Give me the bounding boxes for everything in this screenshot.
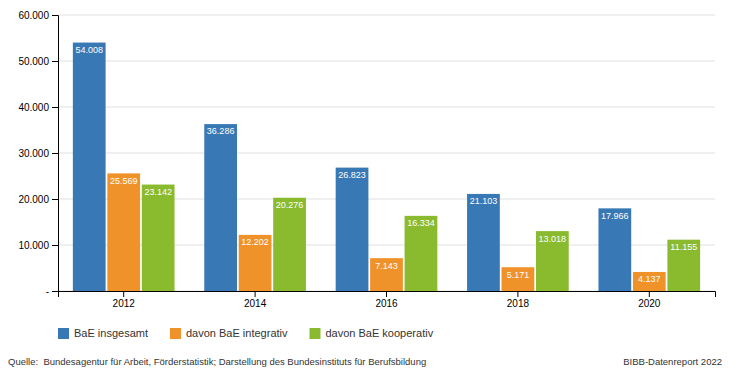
legend-label: davon BaE kooperativ: [326, 327, 434, 339]
data-label: 26.823: [338, 170, 366, 180]
annotation: Quelle: Bundesagentur für Arbeit, Förder…: [8, 356, 426, 367]
y-tick: 60.000: [18, 10, 58, 21]
legend-item: BaE insgesamt: [58, 327, 148, 339]
x-tick-label: 2018: [507, 298, 530, 309]
y-tick: 50.000: [18, 56, 58, 67]
bar: [633, 272, 666, 291]
y-tick-label: -: [46, 286, 49, 297]
data-label: 7.143: [375, 261, 398, 271]
y-tick-label: 30.000: [18, 148, 49, 159]
data-label: 25.569: [110, 176, 138, 186]
y-tick: 10.000: [18, 240, 58, 251]
legend-item: davon BaE kooperativ: [310, 327, 434, 339]
bar: [204, 124, 237, 291]
legend-swatch: [58, 328, 69, 339]
y-tick: -: [46, 286, 58, 297]
y-tick-mark: [52, 199, 58, 200]
y-tick-mark: [52, 153, 58, 154]
x-axis: 2012 2014 2016 2018 2020: [59, 291, 716, 309]
legend-item: davon BaE integrativ: [170, 327, 288, 339]
chart: - 10.000 20.000 30.000 40.000 50.000 60.000 201…: [0, 0, 730, 373]
bar-series: [107, 173, 665, 291]
bar: [598, 208, 631, 291]
data-label: 12.202: [241, 237, 269, 247]
bar-series: [142, 185, 700, 291]
y-tick-label: 10.000: [18, 240, 49, 251]
y-tick-mark: [52, 107, 58, 108]
x-tick-label: 2012: [113, 298, 136, 309]
bar: [667, 240, 700, 291]
data-label: 16.334: [407, 218, 435, 228]
grid-line: [58, 15, 715, 16]
grid-line: [58, 153, 715, 154]
y-tick-mark: [52, 15, 58, 16]
y-tick-mark: [52, 291, 58, 292]
y-tick-label: 20.000: [18, 194, 49, 205]
data-label: 5.171: [507, 270, 530, 280]
data-labels: 54.008 36.286 26.823 21.103 17.966 25.569 12.2…: [75, 45, 697, 284]
y-tick-mark: [52, 245, 58, 246]
y-tick: 20.000: [18, 194, 58, 205]
x-tick: 2020: [638, 291, 661, 309]
bar: [370, 258, 403, 291]
data-label: 20.276: [276, 200, 304, 210]
annotations: Quelle: Bundesagentur für Arbeit, Förder…: [8, 356, 722, 367]
bar: [405, 216, 438, 291]
legend-label: davon BaE integrativ: [186, 327, 288, 339]
data-label: 11.155: [670, 242, 697, 252]
x-tick-mark: [123, 291, 124, 297]
x-tick-mark: [649, 291, 650, 297]
bar: [536, 231, 569, 291]
data-label: 21.103: [470, 196, 498, 206]
y-axis-line: [52, 16, 59, 292]
x-tick-mark: [255, 291, 256, 297]
data-label: 23.142: [144, 187, 172, 197]
grid-line: [58, 107, 715, 108]
x-tick-label: 2014: [244, 298, 267, 309]
x-tick-mark: [517, 291, 518, 297]
x-tick: 2016: [375, 291, 398, 309]
bar: [142, 185, 175, 291]
bar: [467, 194, 500, 291]
data-label: 54.008: [75, 45, 103, 55]
y-tick-label: 60.000: [18, 10, 49, 21]
x-tick: 2014: [244, 291, 267, 309]
y-tick: 30.000: [18, 148, 58, 159]
y-tick-mark: [52, 61, 58, 62]
data-label: 4.137: [638, 274, 661, 284]
y-axis: - 10.000 20.000 30.000 40.000 50.000 60.000: [18, 10, 58, 297]
plot: - 10.000 20.000 30.000 40.000 50.000 60.000 201…: [18, 10, 715, 309]
legend-label: BaE insgesamt: [74, 327, 148, 339]
x-tick-label: 2020: [638, 298, 661, 309]
data-label: 17.966: [601, 211, 629, 221]
bar: [107, 173, 140, 291]
x-tick-mark: [386, 291, 387, 297]
bar: [239, 235, 272, 291]
legend-swatch: [170, 328, 181, 339]
bar-series: [73, 43, 631, 291]
legend: BaE insgesamt davon BaE integrativ davon B…: [58, 327, 434, 339]
y-tick: 40.000: [18, 102, 58, 113]
bar: [273, 198, 306, 291]
data-label: 36.286: [207, 126, 235, 136]
bar: [73, 43, 106, 291]
y-tick-label: 40.000: [18, 102, 49, 113]
x-tick: 2018: [507, 291, 530, 309]
data-label: 13.018: [539, 234, 567, 244]
legend-swatch: [310, 328, 321, 339]
x-tick-label: 2016: [375, 298, 398, 309]
x-axis-line: [59, 292, 716, 298]
x-tick: 2012: [113, 291, 136, 309]
grid: [58, 15, 715, 291]
annotation: BIBB-Datenreport 2022: [623, 356, 722, 367]
bars: [73, 43, 700, 291]
y-tick-label: 50.000: [18, 56, 49, 67]
bar: [502, 267, 535, 291]
grid-line: [58, 61, 715, 62]
bar: [336, 168, 369, 291]
